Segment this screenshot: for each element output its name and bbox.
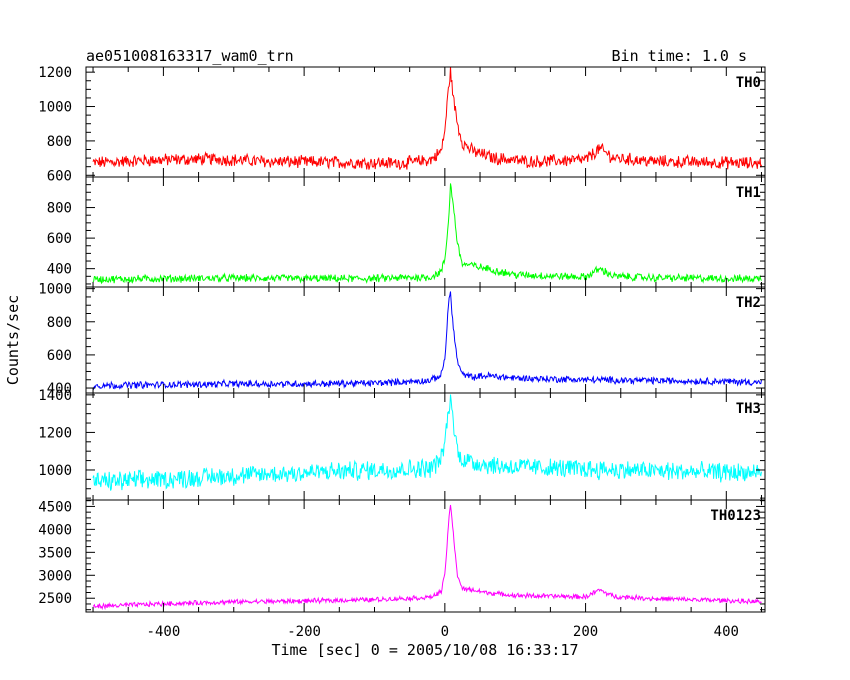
- y-tick-label: 400: [47, 381, 72, 397]
- y-tick-label: 1400: [38, 388, 72, 404]
- x-tick-label: 400: [714, 624, 739, 640]
- x-tick-label: 0: [441, 624, 449, 640]
- y-tick-label: 600: [47, 231, 72, 247]
- y-tick-label: 600: [47, 168, 72, 184]
- x-tick-label: -200: [287, 624, 321, 640]
- panel-frame: [85, 286, 766, 394]
- x-tick-label: 200: [573, 624, 598, 640]
- x-tick-label: -400: [147, 624, 181, 640]
- panel-frame: [85, 176, 766, 288]
- y-axis-label: Counts/sec: [4, 295, 22, 385]
- series-label-th0123: TH0123: [710, 508, 761, 524]
- series-line-th1: [92, 183, 762, 285]
- series-label-th1: TH1: [736, 185, 761, 201]
- y-tick-label: 1000: [38, 100, 72, 116]
- series-line-th3: [92, 394, 762, 491]
- panel-th0123: 2500 3000 3500 4000 4500 TH0123: [38, 499, 766, 613]
- bin-time-label: Bin time: 1.0 s: [612, 47, 747, 65]
- y-tick-label: 4000: [38, 522, 72, 538]
- series-label-th2: TH2: [736, 295, 761, 311]
- y-tick-label: 800: [47, 134, 72, 150]
- chart-title: ae051008163317_wam0_trn: [86, 47, 294, 65]
- panel-th2: 400 600 800 1000 TH2: [38, 282, 766, 397]
- y-tick-label: 1200: [38, 425, 72, 441]
- y-tick-label: 3500: [38, 545, 72, 561]
- y-tick-label: 3000: [38, 568, 72, 584]
- series-label-th0: TH0: [736, 75, 761, 91]
- y-tick-label: 400: [47, 262, 72, 278]
- y-tick-label: 1000: [38, 282, 72, 298]
- y-tick-label: 600: [47, 348, 72, 364]
- panels-group: 600 800 1000 1200 TH0 400 600 800 TH1 400 600 800 10…: [38, 65, 766, 640]
- panel-frame: [85, 499, 766, 613]
- y-tick-label: 1200: [38, 65, 72, 81]
- series-line-th0123: [92, 504, 762, 611]
- y-tick-label: 800: [47, 201, 72, 217]
- series-line-th2: [92, 291, 762, 390]
- y-tick-label: 2500: [38, 591, 72, 607]
- panel-th1: 400 600 800 TH1: [47, 176, 766, 288]
- series-line-th0: [92, 67, 762, 170]
- panel-th0: 600 800 1000 1200 TH0: [38, 65, 766, 184]
- y-tick-label: 4500: [38, 499, 72, 515]
- series-label-th3: TH3: [736, 401, 761, 417]
- y-tick-label: 1000: [38, 463, 72, 479]
- y-tick-label: 800: [47, 315, 72, 331]
- panel-th3: 1000 1200 1400 TH3: [38, 388, 766, 501]
- x-axis-label: Time [sec] 0 = 2005/10/08 16:33:17: [271, 641, 578, 659]
